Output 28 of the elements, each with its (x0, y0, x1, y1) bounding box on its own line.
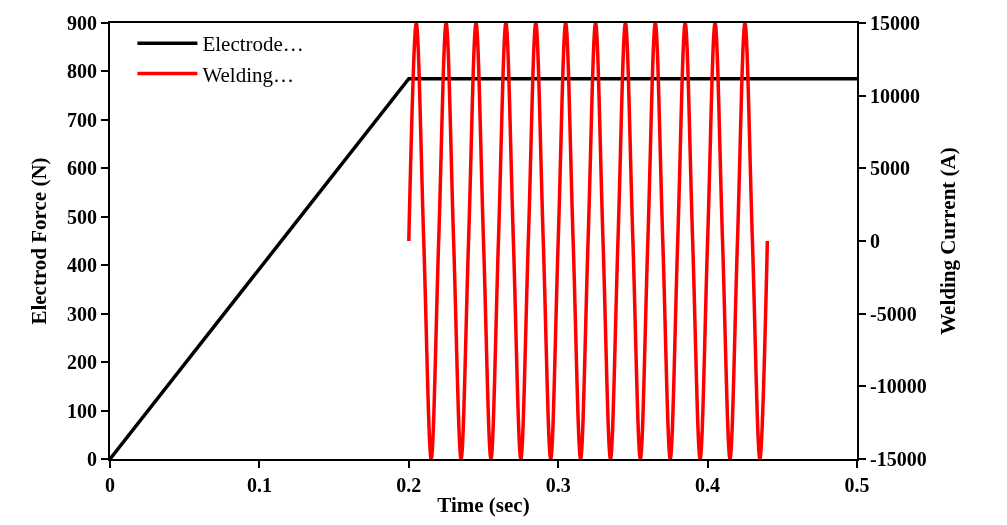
y-tick-label: 800 (67, 60, 97, 83)
x-tick-label: 0.3 (545, 474, 571, 496)
y-tick-label: 200 (67, 351, 97, 374)
x-tick-label: 0.4 (695, 474, 721, 496)
y2-axis-title: Welding Current (A) (936, 147, 961, 335)
y-tick-label: 300 (67, 302, 97, 325)
y2-tick-label: 10000 (870, 84, 920, 107)
legend-label: Welding… (202, 62, 295, 87)
x-tick-label: 0.2 (396, 474, 422, 496)
x-tick-label: 0.1 (246, 474, 272, 496)
y2-tick-label: 5000 (870, 157, 910, 180)
y-axis-title: Electrod Force (N) (26, 157, 51, 325)
y-tick-label: 600 (67, 157, 97, 180)
y2-tick-label: -10000 (870, 375, 927, 398)
y2-tick-label: -5000 (870, 302, 917, 325)
y-tick-label: 500 (67, 205, 97, 228)
y2-tick-label: 0 (870, 230, 880, 252)
y-tick-label: 0 (87, 448, 97, 470)
y-tick-label: 700 (67, 108, 97, 131)
y2-tick-label: -15000 (870, 448, 927, 470)
x-axis-title: Time (sec) (437, 492, 530, 517)
legend-label: Electrode… (202, 32, 304, 57)
x-tick-label: 0 (105, 474, 115, 496)
y-tick-label: 900 (67, 12, 97, 34)
y2-tick-label: 15000 (870, 12, 920, 34)
y-tick-label: 400 (67, 254, 97, 277)
x-tick-label: 0.5 (844, 474, 870, 496)
y-tick-label: 100 (67, 399, 97, 422)
